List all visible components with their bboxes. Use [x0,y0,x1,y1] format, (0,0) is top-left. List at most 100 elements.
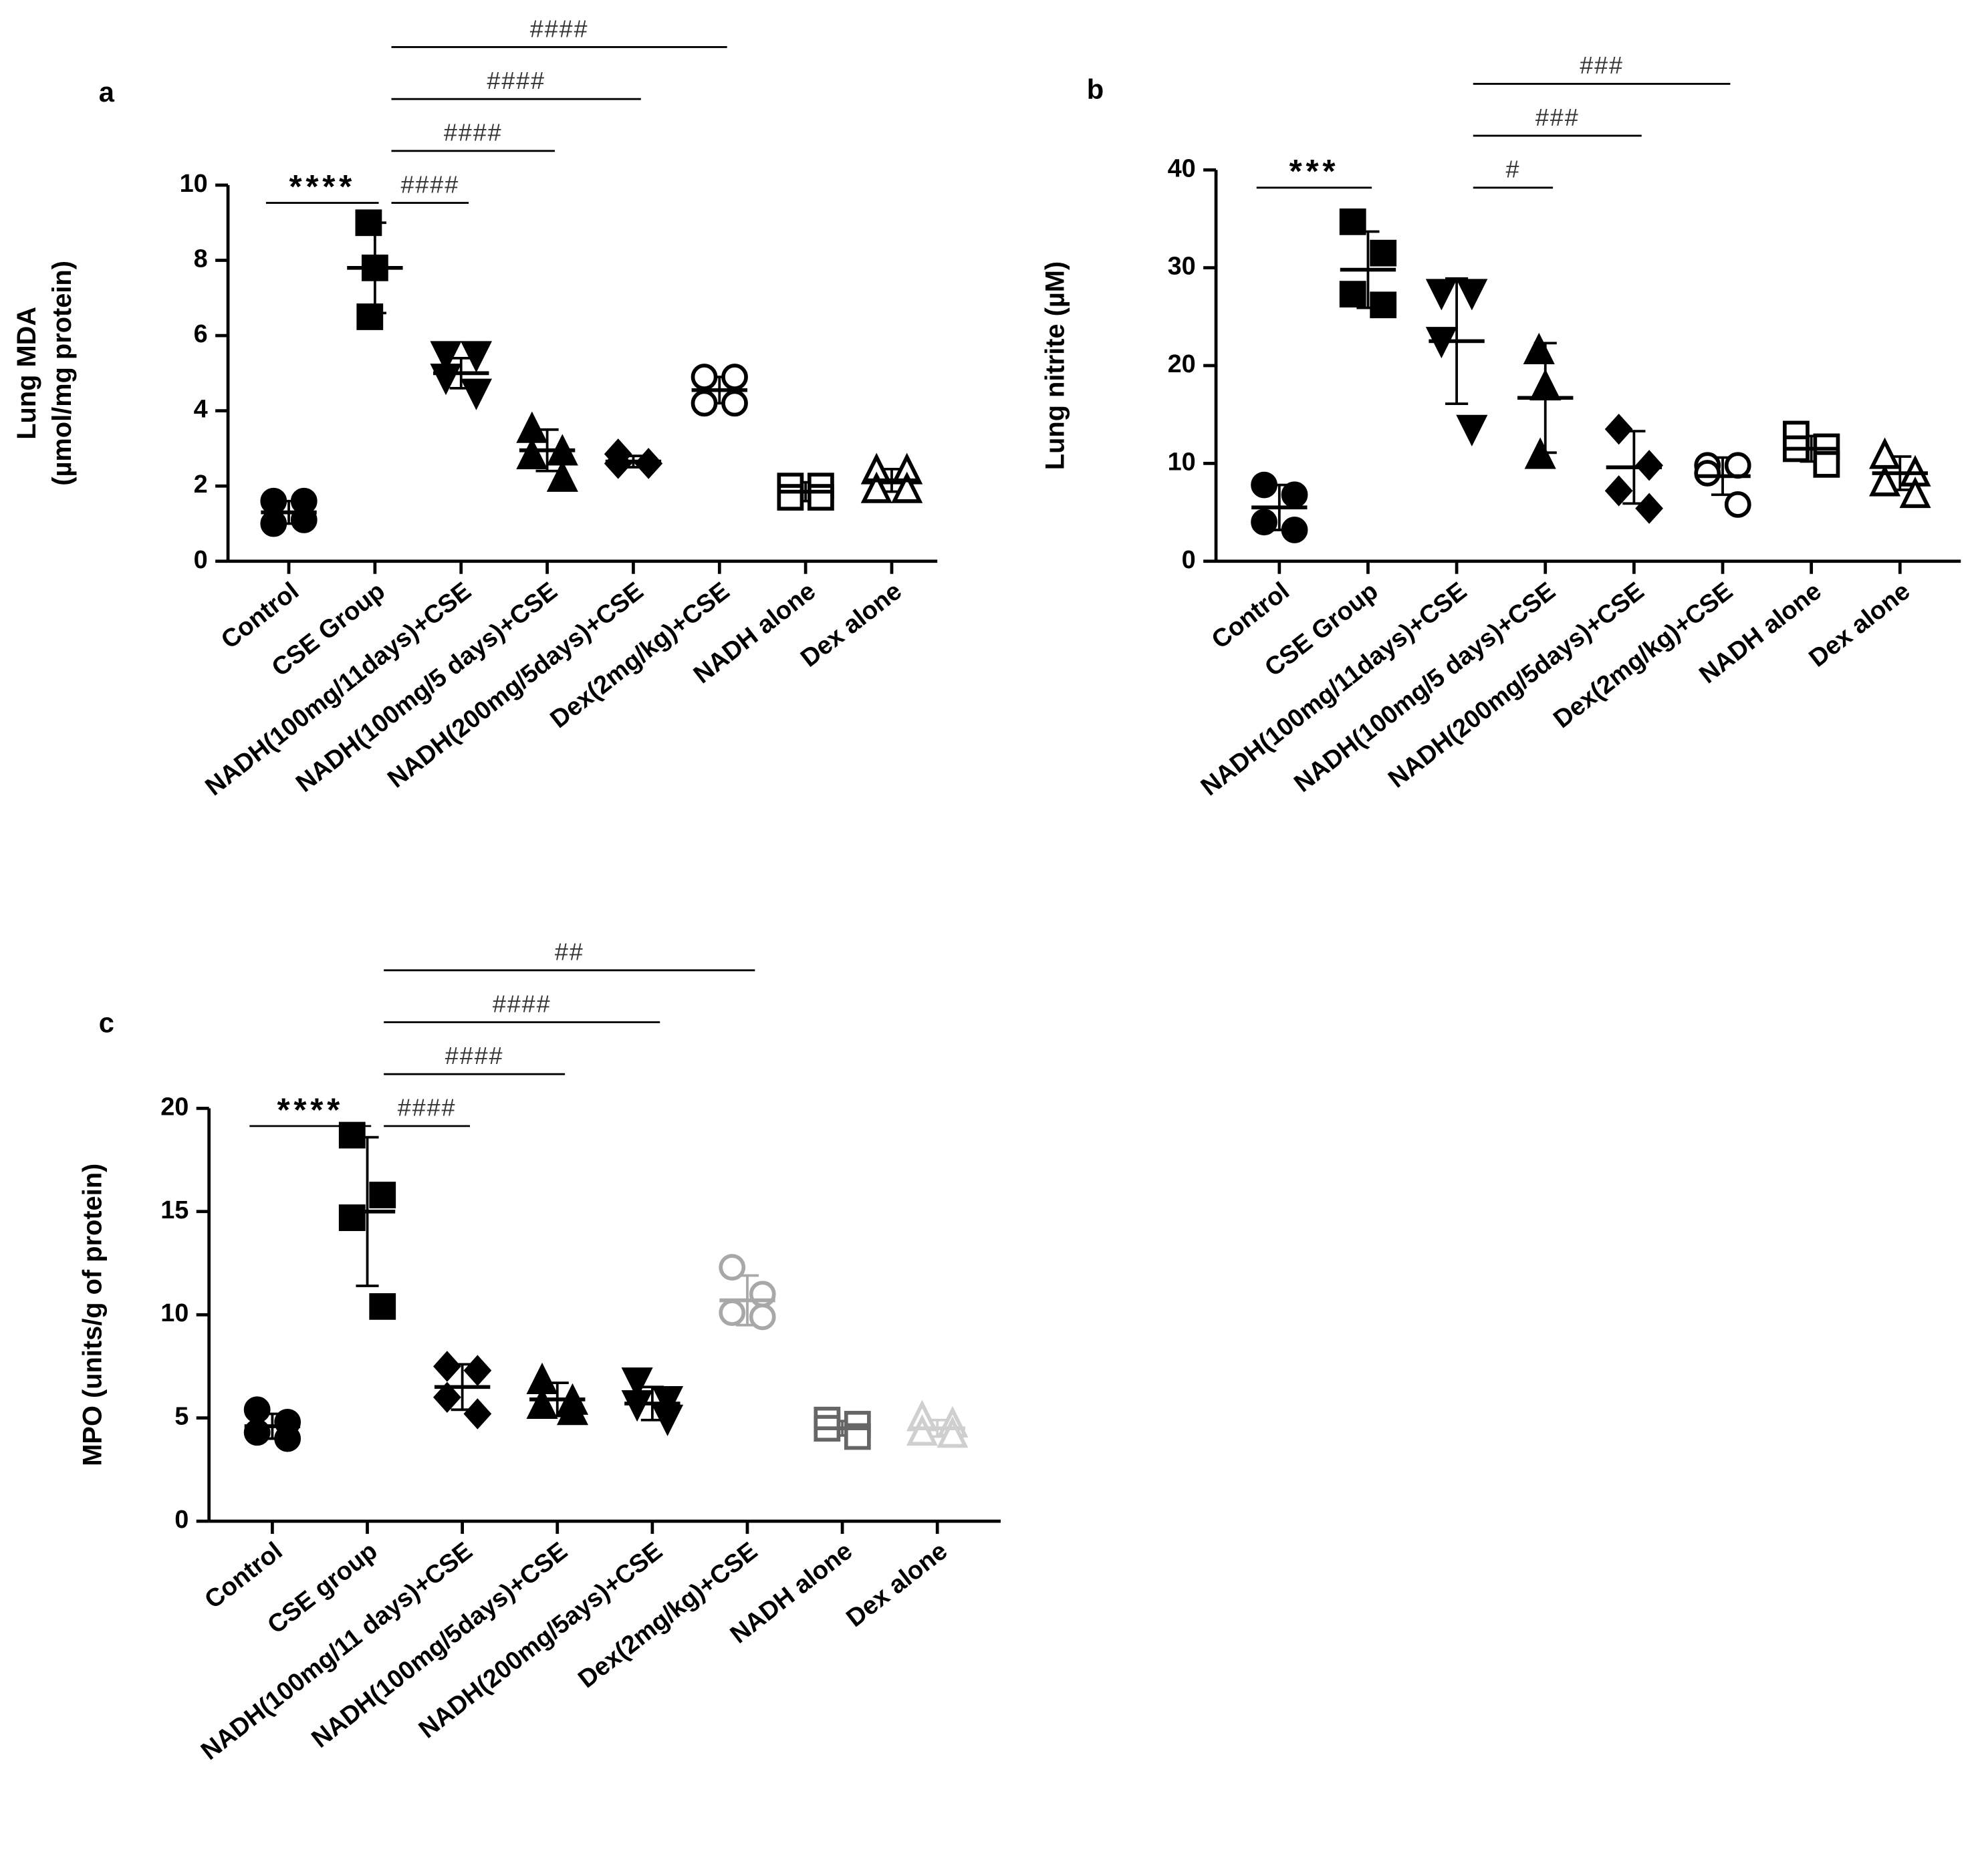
y-tick-label: 4 [194,396,208,424]
data-point [1370,291,1397,319]
data-point [807,484,834,511]
data-point [621,1367,653,1399]
data-point [1869,464,1901,497]
significance-label: #### [398,1094,457,1121]
significance-label: **** [289,168,356,205]
y-axis-label: Lung MDA [12,307,41,440]
x-tick-label: Dex(2mg/kg)+CSE [573,1537,763,1694]
significance-label: #### [400,170,459,198]
data-point [691,390,718,417]
y-tick-label: 0 [194,546,208,574]
data-point [860,471,892,503]
data-point [1899,477,1931,509]
y-tick-label: 8 [194,245,208,273]
data-point [369,1293,396,1320]
significance-label: ### [1580,51,1624,79]
significance-label: #### [445,1042,504,1069]
data-point [1339,281,1366,308]
y-tick-label: 15 [160,1196,189,1224]
data-point [1251,509,1277,536]
data-point [1251,471,1277,499]
data-point [721,390,748,417]
data-point [721,364,748,390]
data-point [906,1414,939,1446]
data-point [719,1299,746,1327]
data-point [652,1385,684,1418]
data-point [463,1398,492,1430]
data-point [937,1416,969,1448]
data-point [243,1396,271,1424]
data-point [433,1381,461,1413]
data-point [516,437,548,470]
y-tick-label: 20 [160,1093,189,1121]
data-point [1456,279,1488,311]
data-point [355,209,382,237]
y-axis-label: (µmol/mg protein) [47,261,77,486]
data-point [338,1121,366,1149]
data-point [891,471,923,503]
x-tick-label: Dex alone [841,1537,953,1633]
data-point [433,1351,461,1382]
y-axis-label: Lung nitrite (µM) [1041,261,1070,470]
data-point [1604,413,1633,445]
data-point [719,1254,746,1281]
data-point [1370,239,1397,267]
y-tick-label: 10 [160,1299,189,1327]
data-point [1813,450,1840,478]
data-point [460,341,493,373]
data-point [1339,208,1366,235]
y-tick-label: 2 [194,471,208,499]
data-point [1694,460,1721,487]
data-point [1456,414,1488,446]
data-point [1425,279,1457,311]
significance-label: #### [444,119,503,146]
panel-label: b [1087,74,1104,105]
data-point [1724,452,1751,479]
panel-label: a [99,76,115,108]
y-tick-label: 0 [1182,546,1196,574]
data-point [777,484,804,511]
data-point [1529,369,1562,401]
data-point [260,487,287,515]
data-point [369,1182,396,1208]
significance-label: # [1505,156,1520,183]
y-tick-label: 30 [1168,253,1196,281]
significance-label: #### [493,990,551,1017]
significance-label: *** [1289,153,1340,190]
data-point [356,303,384,330]
data-point [1635,493,1664,524]
data-point [652,1404,684,1436]
y-tick-label: 10 [180,170,208,198]
y-tick-label: 20 [1168,350,1196,378]
y-tick-label: 10 [1168,448,1196,476]
data-point [1281,481,1308,509]
data-point [1524,437,1556,469]
chart: c MPO (units/g of protein) 0 5 10 15 20 Control… [78,938,1001,1766]
significance-label: #### [487,67,545,94]
data-point [430,341,462,373]
y-axis-label: MPO (units/g of protein) [78,1164,108,1466]
data-point [1523,332,1555,364]
y-tick-label: 40 [1168,154,1196,182]
data-point [1281,517,1308,543]
data-point [1604,475,1633,507]
data-point [556,1393,589,1426]
y-tick-label: 6 [194,320,208,348]
significance-label: **** [277,1091,344,1128]
significance-label: ## [555,938,584,966]
significance-label: ### [1535,104,1580,131]
panel-label: c [99,1007,114,1039]
x-tick-label: Control [200,1537,288,1615]
data-point [1724,491,1751,518]
y-tick-label: 5 [174,1403,189,1431]
data-point [691,364,718,390]
data-point [460,378,493,410]
significance-label: #### [530,15,589,42]
y-tick-label: 0 [174,1506,189,1534]
data-point [749,1303,776,1331]
data-point [1869,437,1901,469]
data-point [274,1425,301,1452]
